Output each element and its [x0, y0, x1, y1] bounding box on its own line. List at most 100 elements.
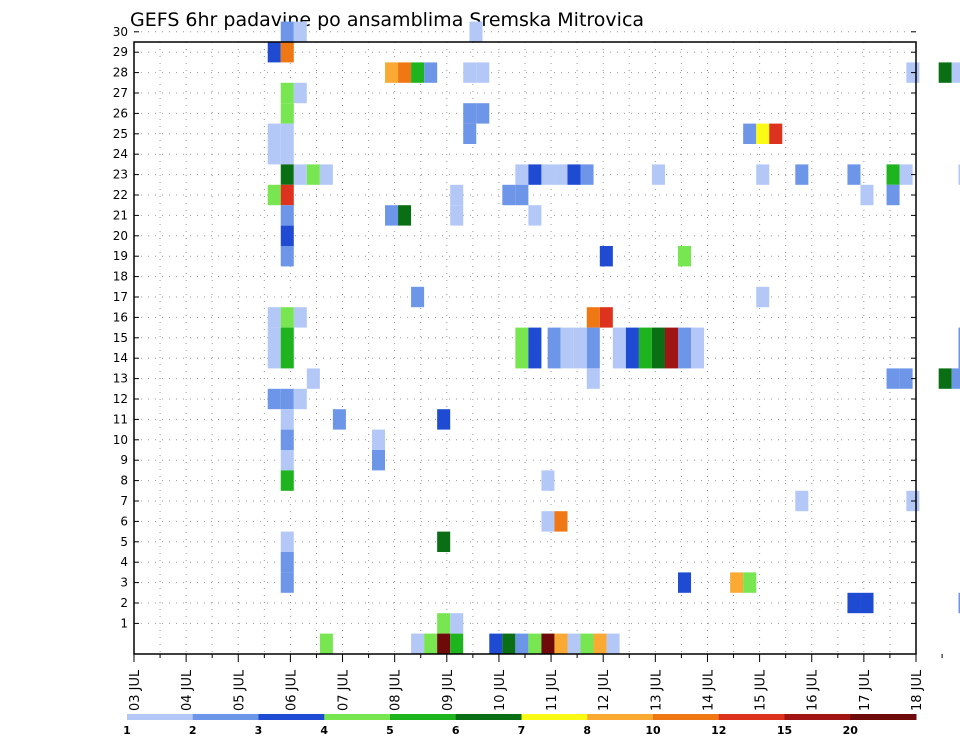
legend-swatch: [718, 714, 785, 720]
ensemble-cell: [293, 307, 307, 328]
ensemble-cell: [385, 205, 399, 226]
ensemble-cell: [951, 62, 960, 83]
ensemble-cell: [580, 164, 594, 185]
ensemble-cell: [651, 348, 665, 369]
ensemble-cell: [554, 511, 568, 532]
x-axis-ticks: 03 JUL 04 JUL 05 JUL 06 JUL 07 JUL 08 JUL 09 J…: [128, 654, 943, 711]
ensemble-cell: [450, 184, 464, 206]
y-tick-label: 2: [120, 596, 128, 610]
x-tick-label: 13 JUL: [649, 669, 664, 711]
ensemble-cell: [664, 327, 679, 348]
ensemble-cell: [958, 327, 960, 348]
ensemble-cell: [756, 164, 770, 185]
ensemble-cell: [664, 348, 679, 369]
legend-swatch: [455, 714, 522, 720]
legend-label: 20: [843, 724, 859, 737]
ensemble-cell: [886, 164, 900, 185]
ensemble-cell: [267, 327, 281, 348]
y-tick-label: 25: [113, 127, 128, 141]
legend-label: 7: [518, 724, 526, 737]
ensemble-cell: [293, 388, 307, 410]
color-legend: 1 2 3 4 5 6 7 8 10 12 15 20: [123, 714, 917, 737]
ensemble-cell: [625, 327, 639, 348]
ensemble-cell: [280, 572, 294, 593]
ensemble-cell: [541, 164, 555, 185]
ensemble-cell: [280, 429, 294, 450]
ensemble-cell: [743, 123, 757, 144]
ensemble-cell: [280, 470, 294, 491]
ensemble-cell: [280, 327, 294, 348]
y-tick-label: 11: [113, 412, 128, 426]
ensemble-cell: [502, 184, 516, 206]
ensemble-cell: [515, 184, 529, 206]
legend-label: 2: [189, 724, 197, 737]
ensemble-cell: [847, 592, 861, 614]
ensemble-cell: [560, 348, 574, 369]
ensemble-cell: [573, 327, 587, 348]
y-axis-ticks: 1234567891011121314151617181920212223242…: [113, 25, 916, 630]
ensemble-cell: [958, 164, 960, 185]
ensemble-cell: [651, 327, 665, 348]
ensemble-cell: [332, 409, 346, 430]
ensemble-cell: [437, 531, 451, 552]
ensemble-cell: [398, 62, 412, 83]
x-tick-label: 15 JUL: [754, 669, 769, 711]
y-tick-label: 6: [120, 514, 128, 528]
y-tick-label: 27: [113, 86, 128, 100]
ensemble-cell: [554, 633, 568, 654]
ensemble-cell: [756, 123, 770, 144]
x-tick-label: 09 JUL: [441, 669, 456, 711]
ensemble-cell: [951, 368, 960, 389]
ensemble-cell: [938, 368, 952, 389]
ensemble-cell: [463, 123, 477, 144]
ensemble-cell: [411, 286, 425, 308]
ensemble-cell: [560, 327, 574, 348]
ensemble-cell: [515, 633, 529, 654]
ensemble-cell: [554, 164, 568, 185]
y-tick-label: 30: [113, 25, 128, 39]
legend-label: 5: [386, 724, 394, 737]
ensemble-cell: [586, 327, 600, 348]
ensemble-cell: [280, 82, 294, 104]
ensemble-cell: [463, 62, 477, 83]
ensemble-cell: [267, 123, 281, 144]
ensemble-cell: [267, 144, 281, 165]
ensemble-cell: [450, 613, 464, 634]
ensemble-cell: [541, 511, 555, 532]
ensemble-cell: [280, 123, 294, 144]
ensemble-cell: [691, 327, 705, 348]
ensemble-cell: [573, 348, 587, 369]
x-tick-label: 16 JUL: [806, 669, 821, 711]
x-tick-label: 08 JUL: [389, 669, 404, 711]
ensemble-cell: [586, 307, 600, 328]
ensemble-cell: [450, 205, 464, 226]
ensemble-cell: [385, 62, 399, 83]
ensemble-cell: [795, 164, 809, 185]
ensemble-cell: [638, 327, 652, 348]
ensemble-cell: [398, 205, 412, 226]
ensemble-cell: [528, 164, 542, 185]
ensemble-cell: [424, 62, 438, 83]
ensemble-cell: [371, 429, 386, 450]
ensemble-cell: [886, 184, 900, 206]
ensemble-cells: [267, 21, 960, 654]
ensemble-cell: [267, 307, 281, 328]
ensemble-cell: [437, 613, 451, 634]
ensemble-cell: [958, 348, 960, 369]
y-tick-label: 4: [120, 555, 128, 569]
x-tick-label: 11 JUL: [545, 669, 560, 711]
ensemble-cell: [541, 633, 555, 654]
ensemble-cell: [515, 164, 529, 185]
y-tick-label: 15: [113, 331, 128, 345]
ensemble-cell: [938, 62, 952, 83]
ensemble-cell: [280, 225, 294, 246]
ensemble-cell: [437, 409, 451, 430]
ensemble-cell: [847, 164, 861, 185]
ensemble-cell: [280, 21, 294, 42]
legend-swatch: [127, 714, 194, 720]
y-tick-label: 3: [120, 576, 128, 590]
legend-swatch: [390, 714, 457, 720]
legend-label: 3: [255, 724, 263, 737]
ensemble-cell: [580, 633, 594, 654]
